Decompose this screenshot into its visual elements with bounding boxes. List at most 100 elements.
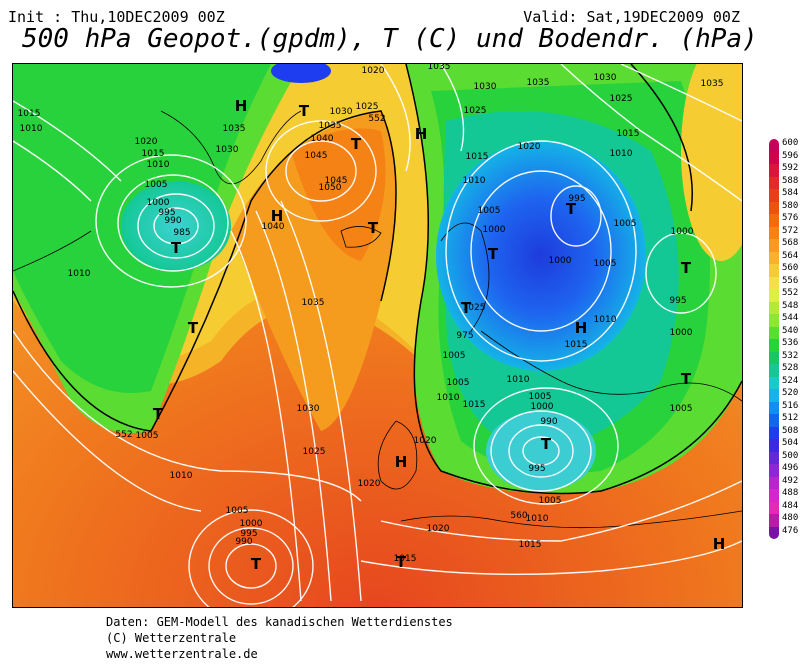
isobar-label: 1035	[302, 298, 325, 308]
legend-value: 580	[782, 200, 799, 211]
legend-swatch	[769, 326, 779, 339]
high-low-markers: H T H T T H T T T T T T H T T T H T T H	[153, 97, 725, 573]
legend-swatch	[769, 476, 779, 489]
pressure-center-marker: H	[271, 207, 284, 225]
legend-swatch	[769, 501, 779, 514]
isobar-label: 1015	[18, 109, 41, 119]
isobar-label: 1010	[437, 393, 460, 403]
isobar-label: 1010	[526, 514, 549, 524]
isobar-label: 1010	[68, 269, 91, 279]
isobar-label: 1005	[539, 496, 562, 506]
legend-value: 492	[782, 475, 799, 486]
isobar-label: 1035	[223, 124, 246, 134]
isobar-label: 1035	[527, 78, 550, 88]
legend-swatch	[769, 401, 779, 414]
legend-swatch	[769, 339, 779, 352]
isobar-label: 1000	[670, 328, 693, 338]
legend-value: 540	[782, 325, 799, 336]
legend-value: 484	[782, 500, 799, 511]
legend-value: 528	[782, 363, 799, 373]
isobar-label: 1020	[414, 436, 437, 446]
isobar-label: 1005	[226, 506, 249, 516]
pressure-center-marker: T	[461, 299, 472, 317]
isobar-label: 1025	[610, 94, 633, 104]
isobar-label: 1000	[483, 225, 506, 235]
pressure-center-marker: H	[575, 319, 588, 337]
legend-value: 476	[782, 525, 799, 536]
isobar-label: 995	[669, 296, 686, 306]
legend-swatch	[769, 426, 779, 439]
isobar-label: 1045	[325, 176, 348, 186]
valid-time: Valid: Sat,19DEC2009 00Z	[523, 8, 740, 26]
legend-value: 560	[782, 263, 799, 273]
legend-swatch	[769, 376, 779, 389]
isobar-label: 1000	[549, 256, 572, 266]
legend-swatch	[769, 264, 779, 277]
legend-swatch	[769, 276, 779, 289]
isobar-label: 1010	[610, 149, 633, 159]
isobar-label: 1005	[478, 206, 501, 216]
pressure-center-marker: H	[235, 97, 248, 115]
legend-value: 588	[782, 175, 799, 186]
color-legend: 600 596 592 588 584 580 576 572 568 564 560 556 552 5…	[765, 138, 812, 539]
isobar-label: 995	[528, 464, 545, 474]
isobar-label: 1005	[443, 351, 466, 361]
legend-value: 508	[782, 425, 799, 436]
isobar-label: 990	[164, 216, 181, 226]
isobar-label: 1000	[147, 198, 170, 208]
isobar-label: 975	[456, 331, 473, 341]
legend-swatch	[769, 301, 779, 314]
map-title: 500 hPa Geopot.(gpdm), T (C) und Bodendr…	[22, 24, 758, 54]
isobar-label: 1015	[394, 554, 417, 564]
legend-swatch	[769, 176, 779, 189]
isobar-label: 1010	[170, 471, 193, 481]
pressure-center-marker: T	[251, 555, 262, 573]
geopotential-contour-label: 552	[368, 114, 385, 124]
isobar-label: 1005	[614, 219, 637, 229]
pressure-center-marker: H	[415, 125, 428, 143]
isobar-label: 1020	[358, 479, 381, 489]
legend-value: 552	[782, 288, 799, 298]
pressure-center-marker: T	[681, 259, 692, 277]
isobar-label: 1040	[311, 134, 334, 144]
legend-swatch	[769, 226, 779, 239]
isobar-label: 995	[568, 194, 585, 204]
contour-labels: 552 552 560	[115, 114, 527, 521]
legend-value: 592	[782, 163, 799, 173]
legend-value: 512	[782, 413, 799, 423]
init-time: Init : Thu,10DEC2009 00Z	[8, 8, 225, 26]
legend-value: 504	[782, 438, 799, 448]
legend-value: 556	[782, 275, 799, 286]
isobar-label: 1005	[145, 180, 168, 190]
isobar-label: 1000	[240, 519, 263, 529]
pressure-center-marker: T	[681, 370, 692, 388]
legend-swatch	[769, 189, 779, 202]
isobar-label: 1010	[20, 124, 43, 134]
isobar-label: 1020	[135, 137, 158, 147]
legend-value: 548	[782, 300, 799, 311]
isobar-label: 1050	[319, 183, 342, 193]
isobar-label: 1025	[303, 447, 326, 457]
footer-website: www.wetterzentrale.de	[106, 647, 258, 661]
legend-swatch	[769, 526, 779, 539]
legend-value: 480	[782, 513, 799, 523]
isobar-label: 1025	[356, 102, 379, 112]
footer-copyright: (C) Wetterzentrale	[106, 631, 237, 645]
legend-value: 500	[782, 450, 799, 461]
isobar-label: 1010	[507, 375, 530, 385]
legend-swatch	[769, 201, 779, 214]
legend-value: 600	[782, 138, 799, 148]
isobar-label: 1030	[474, 82, 497, 92]
isobar-label: 1030	[330, 107, 353, 117]
isobar-label: 990	[540, 417, 557, 427]
isobar-label: 1015	[565, 340, 588, 350]
isobar-label: 1010	[594, 315, 617, 325]
legend-swatch	[769, 239, 779, 252]
legend-value: 520	[782, 388, 799, 398]
geopotential-contour-label: 560	[510, 511, 527, 521]
legend-value: 544	[782, 313, 799, 323]
isobar-label: 1020	[362, 66, 385, 76]
legend-value: 496	[782, 463, 799, 473]
legend-swatch	[769, 439, 779, 452]
